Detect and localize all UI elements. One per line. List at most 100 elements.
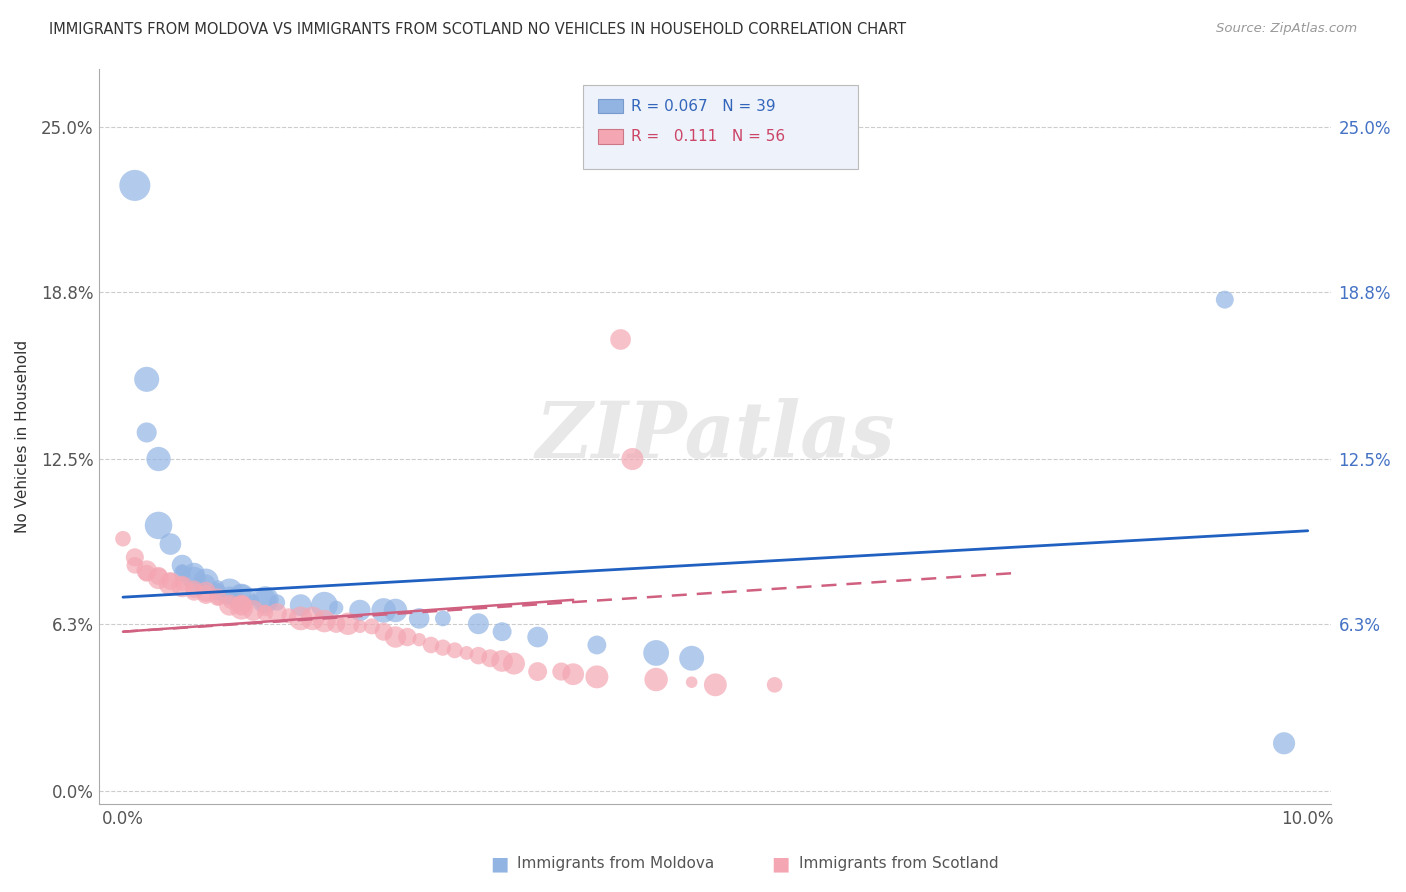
Point	[266, 606, 288, 620]
Point	[408, 632, 430, 647]
Point	[408, 611, 430, 625]
Point	[231, 600, 253, 615]
Point	[1272, 736, 1295, 750]
Point	[218, 587, 240, 601]
Point	[277, 608, 299, 623]
Point	[124, 558, 146, 573]
Point	[111, 532, 134, 546]
Point	[172, 577, 194, 591]
Point	[135, 372, 157, 386]
Point	[183, 572, 205, 586]
Point	[384, 630, 406, 644]
Point	[183, 566, 205, 581]
Point	[681, 651, 703, 665]
Point	[231, 590, 253, 604]
Point	[645, 646, 668, 660]
Point	[194, 574, 217, 589]
Point	[432, 640, 454, 655]
Text: ■: ■	[770, 854, 790, 873]
Point	[242, 603, 264, 617]
Point	[159, 574, 181, 589]
Point	[373, 603, 395, 617]
Point	[290, 611, 312, 625]
Point	[254, 592, 277, 607]
Point	[254, 606, 277, 620]
Point	[443, 643, 465, 657]
Point	[207, 585, 229, 599]
Point	[384, 603, 406, 617]
Point	[148, 569, 170, 583]
Point	[124, 550, 146, 565]
Point	[135, 425, 157, 440]
Point	[526, 630, 548, 644]
Text: Immigrants from Moldova: Immigrants from Moldova	[517, 856, 714, 871]
Point	[218, 585, 240, 599]
Point	[420, 638, 443, 652]
Text: ■: ■	[489, 854, 509, 873]
Point	[314, 614, 336, 628]
Point	[467, 648, 489, 663]
Point	[148, 452, 170, 467]
Point	[218, 598, 240, 612]
Point	[135, 564, 157, 578]
Point	[218, 595, 240, 609]
Point	[526, 665, 548, 679]
Point	[231, 598, 253, 612]
Point	[432, 611, 454, 625]
Point	[1213, 293, 1236, 307]
Point	[207, 592, 229, 607]
Point	[562, 667, 585, 681]
Point	[124, 178, 146, 193]
Point	[231, 598, 253, 612]
Point	[704, 678, 727, 692]
Point	[479, 651, 502, 665]
Point	[194, 587, 217, 601]
Point	[183, 585, 205, 599]
Point	[503, 657, 526, 671]
Point	[194, 577, 217, 591]
Point	[207, 580, 229, 594]
Text: R =   0.111   N = 56: R = 0.111 N = 56	[631, 129, 786, 144]
Point	[314, 598, 336, 612]
Point	[609, 333, 631, 347]
Point	[467, 616, 489, 631]
Point	[645, 673, 668, 687]
Point	[172, 558, 194, 573]
Point	[373, 624, 395, 639]
Point	[763, 678, 786, 692]
Point	[325, 616, 347, 631]
Point	[172, 580, 194, 594]
Point	[337, 616, 360, 631]
Point	[148, 518, 170, 533]
Point	[207, 590, 229, 604]
Point	[266, 595, 288, 609]
Point	[396, 630, 419, 644]
Point	[148, 572, 170, 586]
Text: IMMIGRANTS FROM MOLDOVA VS IMMIGRANTS FROM SCOTLAND NO VEHICLES IN HOUSEHOLD COR: IMMIGRANTS FROM MOLDOVA VS IMMIGRANTS FR…	[49, 22, 907, 37]
Point	[586, 670, 609, 684]
Point	[172, 566, 194, 581]
Point	[349, 603, 371, 617]
Point	[135, 566, 157, 581]
Point	[681, 675, 703, 690]
Point	[491, 654, 513, 668]
Point	[254, 592, 277, 607]
Point	[491, 624, 513, 639]
Point	[456, 646, 478, 660]
Point	[172, 564, 194, 578]
Text: Immigrants from Scotland: Immigrants from Scotland	[799, 856, 998, 871]
Point	[183, 582, 205, 597]
Point	[621, 452, 644, 467]
Point	[586, 638, 609, 652]
Point	[231, 587, 253, 601]
Point	[550, 665, 572, 679]
Point	[194, 585, 217, 599]
Point	[242, 592, 264, 607]
Point	[159, 537, 181, 551]
Point	[325, 600, 347, 615]
Point	[360, 619, 382, 633]
Point	[254, 603, 277, 617]
Point	[159, 577, 181, 591]
Point	[349, 619, 371, 633]
Y-axis label: No Vehicles in Household: No Vehicles in Household	[15, 340, 30, 533]
